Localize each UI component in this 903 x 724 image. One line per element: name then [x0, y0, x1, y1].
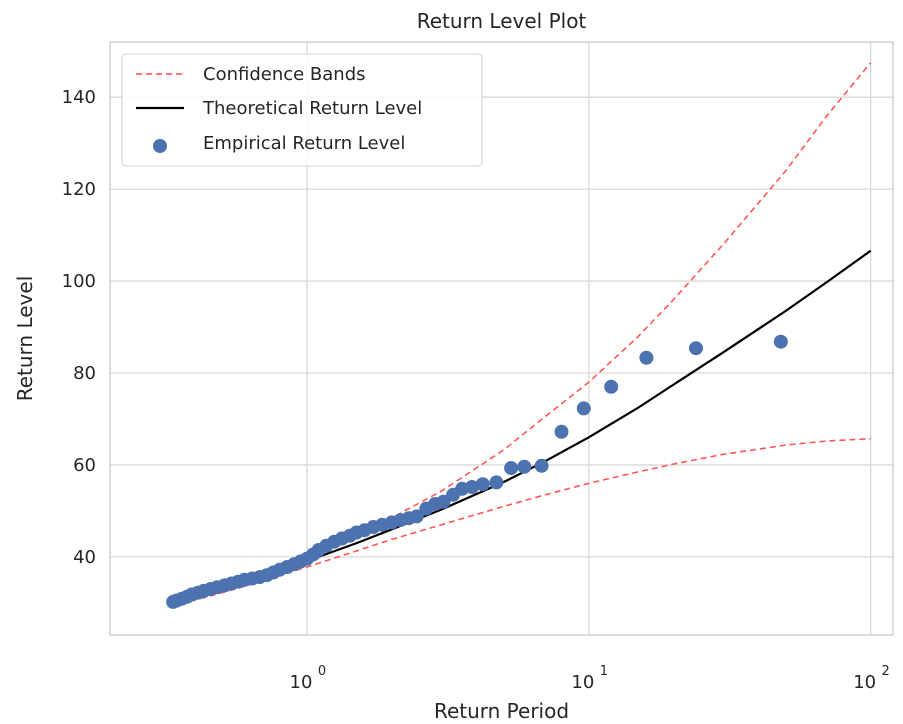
empirical-point [773, 334, 788, 349]
empirical-point [604, 379, 619, 394]
theoretical-return-level-line [170, 249, 872, 604]
x-tick-label: 10 [290, 672, 313, 693]
confidence-band-lower [171, 437, 871, 608]
empirical-point [534, 458, 549, 473]
legend-label-theoretical-return-level: Theoretical Return Level [202, 98, 422, 119]
series-layer [166, 62, 872, 609]
empirical-point [409, 509, 424, 524]
y-tick-label: 60 [73, 455, 96, 476]
x-axis-label: Return Period [434, 699, 569, 723]
y-tick-label: 140 [62, 87, 96, 108]
legend-swatch-empirical-return-level [153, 139, 167, 153]
empirical-point [489, 475, 504, 490]
empirical-point [689, 341, 703, 356]
y-tick-label: 40 [73, 547, 96, 568]
legend-box [121, 53, 483, 167]
empirical-point [554, 424, 569, 439]
x-tick-exponent: 1 [600, 664, 608, 679]
y-tick-label: 80 [73, 363, 96, 384]
empirical-point [465, 480, 479, 494]
x-tick-exponent: 0 [318, 664, 326, 679]
x-tick-label: 10 [853, 672, 876, 693]
empirical-point [639, 350, 654, 365]
x-tick-exponent: 2 [882, 664, 890, 679]
empirical-point [475, 477, 490, 492]
y-axis-label: Return Level [13, 276, 37, 402]
x-tick-label: 10 [571, 672, 594, 693]
legend-label-empirical-return-level: Empirical Return Level [203, 133, 405, 154]
empirical-point [517, 459, 532, 474]
empirical-point [576, 401, 591, 416]
y-tick-label: 120 [62, 179, 96, 200]
chart-title: Return Level Plot [417, 9, 587, 33]
legend-label-confidence-bands: Confidence Bands [203, 64, 366, 85]
y-tick-label: 100 [62, 271, 96, 292]
empirical-point [504, 461, 519, 476]
legend: Confidence Bands Theoretical Return Leve… [121, 53, 483, 167]
confidence-band-upper [171, 62, 872, 600]
plot-frame [109, 41, 894, 636]
